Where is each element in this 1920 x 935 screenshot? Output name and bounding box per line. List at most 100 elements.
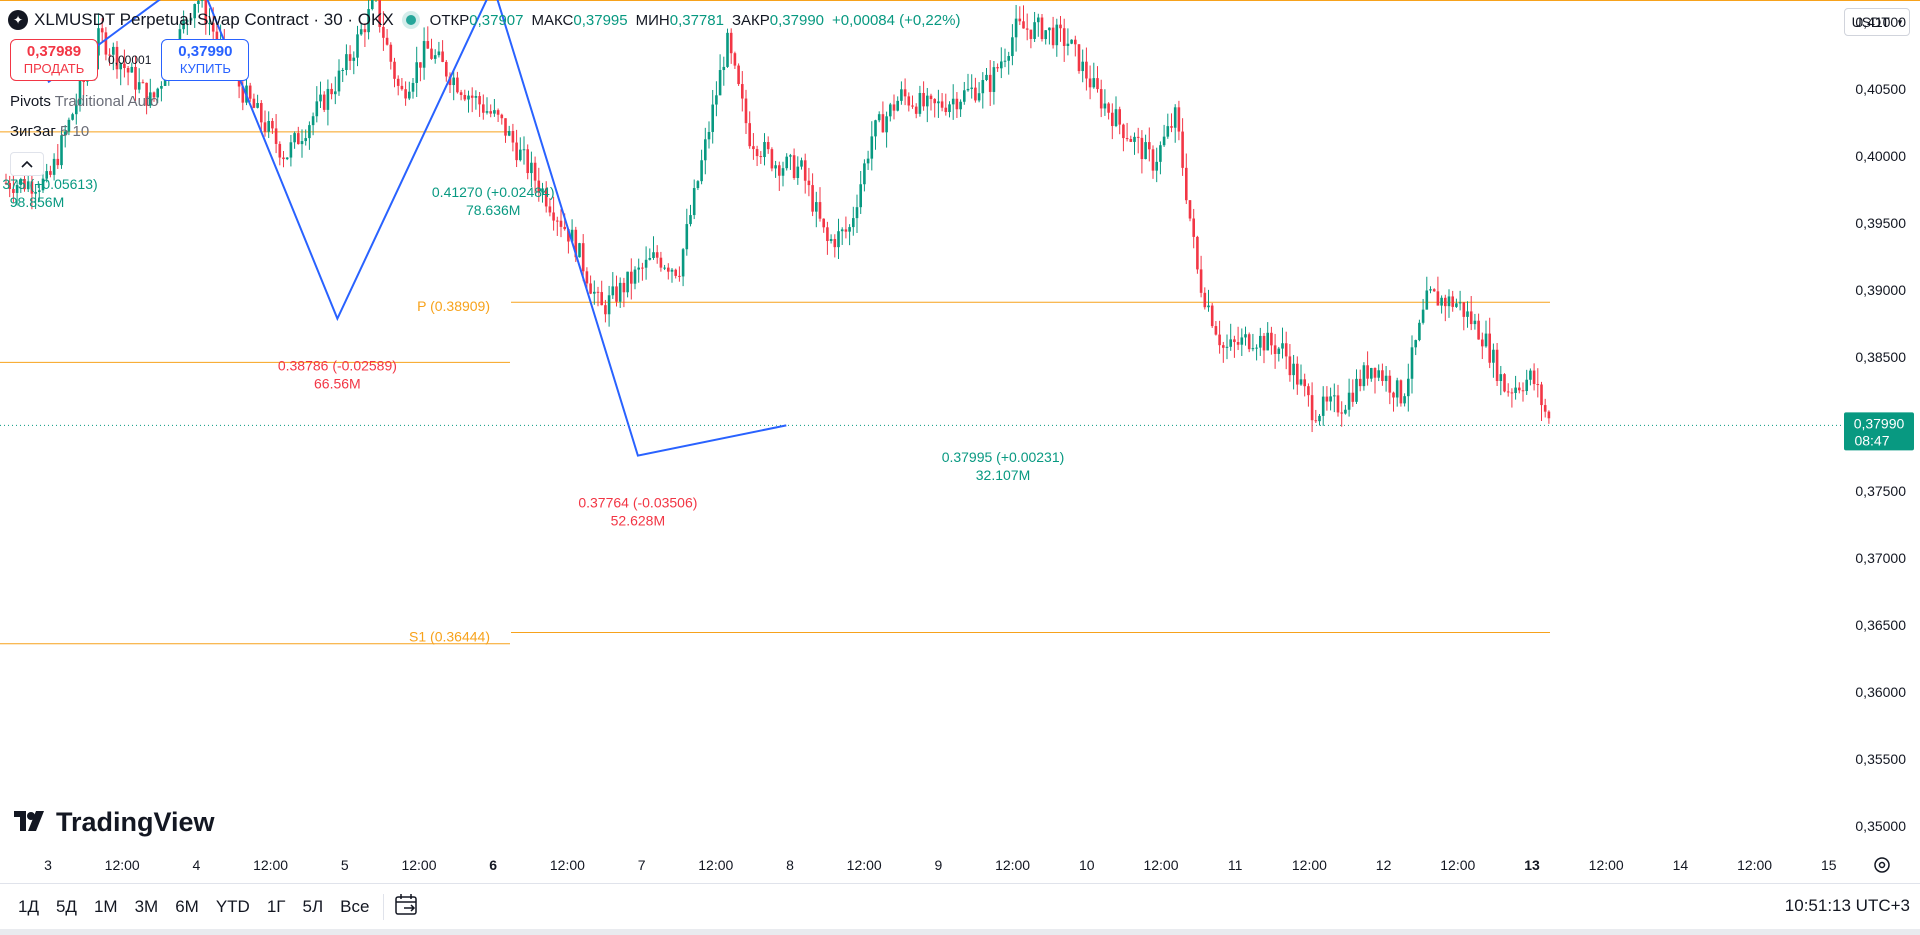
last-price-badge[interactable] <box>1844 412 1914 451</box>
sell-button[interactable]: 0,37989 ПРОДАТЬ <box>10 39 98 81</box>
candle-body <box>803 160 807 181</box>
candle-body <box>1059 24 1062 29</box>
candle-body <box>211 22 215 32</box>
candle-body <box>67 119 71 132</box>
x-tick-label: 14 <box>1673 857 1689 873</box>
range-button[interactable]: 1Д <box>18 897 39 916</box>
spread-value: 0,00001 <box>108 53 152 67</box>
candle-body <box>826 227 829 241</box>
candle-body <box>419 62 422 68</box>
price-chart[interactable]: R1 (0.42057)P (0.38909)S1 (0.36444) 375 … <box>0 0 1920 883</box>
candle-body <box>1085 61 1088 79</box>
candle-body <box>685 224 689 250</box>
candle-body <box>271 120 274 129</box>
y-tick-label: 0,37000 <box>1855 550 1906 566</box>
indicator-zigzag[interactable]: ЗигЗаг 5 10 <box>10 123 89 140</box>
buy-button[interactable]: 0,37990 КУПИТЬ <box>161 39 250 81</box>
candle-body <box>297 133 300 145</box>
candle-body <box>593 291 596 294</box>
candle-body <box>848 227 851 232</box>
candle-body <box>733 53 737 66</box>
currency-select[interactable]: USDT ▾ <box>1844 8 1910 36</box>
candle-body <box>12 188 15 193</box>
range-button[interactable]: YTD <box>215 897 250 916</box>
stellar-logo-icon[interactable]: ✦ <box>8 10 28 30</box>
open-label: ОТКР <box>429 11 470 29</box>
candle-body <box>193 4 196 19</box>
candle-body <box>981 80 985 94</box>
candle-body <box>1062 28 1066 46</box>
indicator-pivots[interactable]: Pivots Traditional Auto <box>10 93 158 110</box>
candle-body <box>52 158 56 175</box>
candle-body <box>393 61 396 79</box>
candle-body <box>792 155 796 178</box>
candle-body <box>186 20 189 22</box>
candle-body <box>707 131 711 140</box>
candle-body <box>1288 356 1292 376</box>
range-button[interactable]: 1Г <box>266 897 286 916</box>
candle-body <box>715 95 718 105</box>
candle-body <box>1532 370 1536 385</box>
range-button[interactable]: 3М <box>134 897 159 916</box>
candle-body <box>1325 396 1329 402</box>
candle-body <box>1347 392 1351 410</box>
zigzag-last-label: 0.37995 (+0.00231) <box>942 449 1065 465</box>
clock-timezone[interactable]: 10:51:13 UTC+3 <box>1784 896 1910 915</box>
y-tick-label: 0,36000 <box>1855 684 1906 700</box>
candle-body <box>789 155 792 157</box>
candle-body <box>815 202 818 212</box>
candle-body <box>1303 379 1306 387</box>
tradingview-brand[interactable]: TradingView <box>14 806 215 838</box>
candle-body <box>611 286 615 296</box>
calendar-goto-icon[interactable] <box>394 893 420 922</box>
range-button[interactable]: 5Д <box>55 897 77 916</box>
candle-body <box>785 156 788 169</box>
candle-body <box>844 229 848 232</box>
candle-body <box>1444 297 1447 307</box>
range-button[interactable]: Все <box>340 897 370 916</box>
candle-body <box>948 104 951 113</box>
candle-body <box>463 94 467 100</box>
range-button[interactable]: 5Л <box>302 897 324 916</box>
candle-body <box>1251 348 1255 350</box>
candle-body <box>537 180 541 193</box>
candle-body <box>1222 345 1225 348</box>
candle-body <box>548 206 552 213</box>
symbol-title[interactable]: XLMUSDT Perpetual Swap Contract · 30 · O… <box>34 10 394 29</box>
candle-body <box>433 55 437 59</box>
candle-body <box>615 286 618 302</box>
candle-body <box>1029 29 1033 39</box>
candle-body <box>1521 390 1525 392</box>
candle-body <box>1188 200 1192 219</box>
candle-body <box>337 70 341 92</box>
candle-body <box>722 66 726 71</box>
candle-body <box>82 81 85 83</box>
candle-body <box>71 114 74 120</box>
candle-body <box>1018 18 1022 22</box>
candle-body <box>30 181 34 194</box>
candle-body <box>1440 297 1443 306</box>
zigzag-high-volume: 98.856M <box>10 194 64 210</box>
candle-body <box>1074 39 1077 45</box>
x-tick-label: 9 <box>935 857 943 873</box>
bottom-toolbar: 1Д 5Д 1М 3М 6М YTD 1Г 5Л Все 10:51:13 UTC+3 <box>0 883 1920 930</box>
candle-body <box>467 95 470 100</box>
candle-body <box>1277 348 1281 354</box>
candle-body <box>1547 411 1551 419</box>
range-button[interactable]: 1М <box>93 897 118 916</box>
chevron-up-icon[interactable] <box>10 152 44 176</box>
candle-body <box>422 41 426 68</box>
range-button[interactable]: 6М <box>175 897 199 916</box>
axis-settings-icon[interactable] <box>1874 857 1890 873</box>
candle-body <box>1173 107 1177 128</box>
candle-body <box>1469 311 1473 325</box>
candle-body <box>1429 289 1432 291</box>
candle-body <box>363 29 367 33</box>
candle-body <box>260 103 263 123</box>
candle-body <box>1140 137 1144 160</box>
candle-body <box>160 85 163 89</box>
market-status-dot[interactable] <box>405 15 416 25</box>
candle-body <box>515 142 518 161</box>
candle-body <box>1358 378 1362 387</box>
candle-body <box>1236 342 1240 345</box>
